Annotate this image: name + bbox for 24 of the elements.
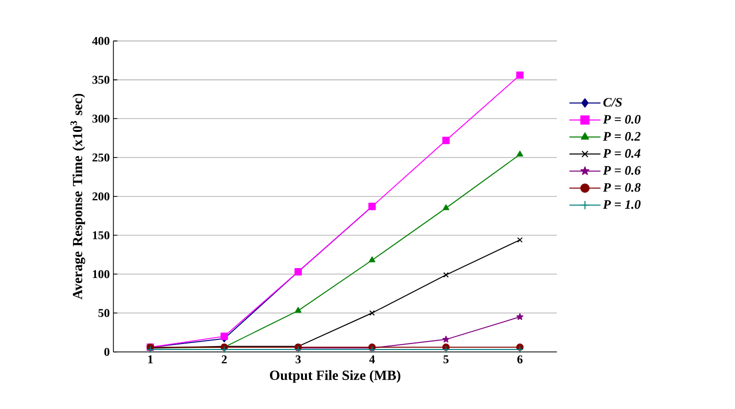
legend-label: P = 0.6 <box>602 166 641 176</box>
y-tick-label: 300 <box>92 114 110 123</box>
x-tick-label: 3 <box>296 356 301 364</box>
legend-label: P = 1.0 <box>602 200 641 210</box>
legend-label: P = 0.2 <box>602 132 640 141</box>
y-tick-label: 350 <box>92 76 110 84</box>
x-tick-label: 4 <box>369 356 375 364</box>
y-tick-label: 150 <box>92 231 110 240</box>
y-tick-label: 250 <box>92 154 110 162</box>
x-axis-title: Output File Size (MB) <box>270 370 400 383</box>
legend-label: P = 0.8 <box>602 183 641 192</box>
x-tick-label: 6 <box>517 356 523 364</box>
y-tick-label: 200 <box>92 192 110 201</box>
x-tick-label: 1 <box>148 356 153 364</box>
y-tick-label: 400 <box>92 37 110 46</box>
y-tick-label: 50 <box>98 309 110 318</box>
y-axis-title: Average Response Time (x10$^{3}$ sec) <box>70 94 86 300</box>
legend-label: P = 0.4 <box>602 149 640 158</box>
y-tick-label: 0 <box>104 348 110 356</box>
x-tick-label: 5 <box>443 356 449 364</box>
legend-label: C/S <box>603 98 622 107</box>
x-tick-label: 2 <box>222 356 227 364</box>
legend-label: P = 0.0 <box>602 115 641 124</box>
y-tick-label: 100 <box>92 270 110 278</box>
